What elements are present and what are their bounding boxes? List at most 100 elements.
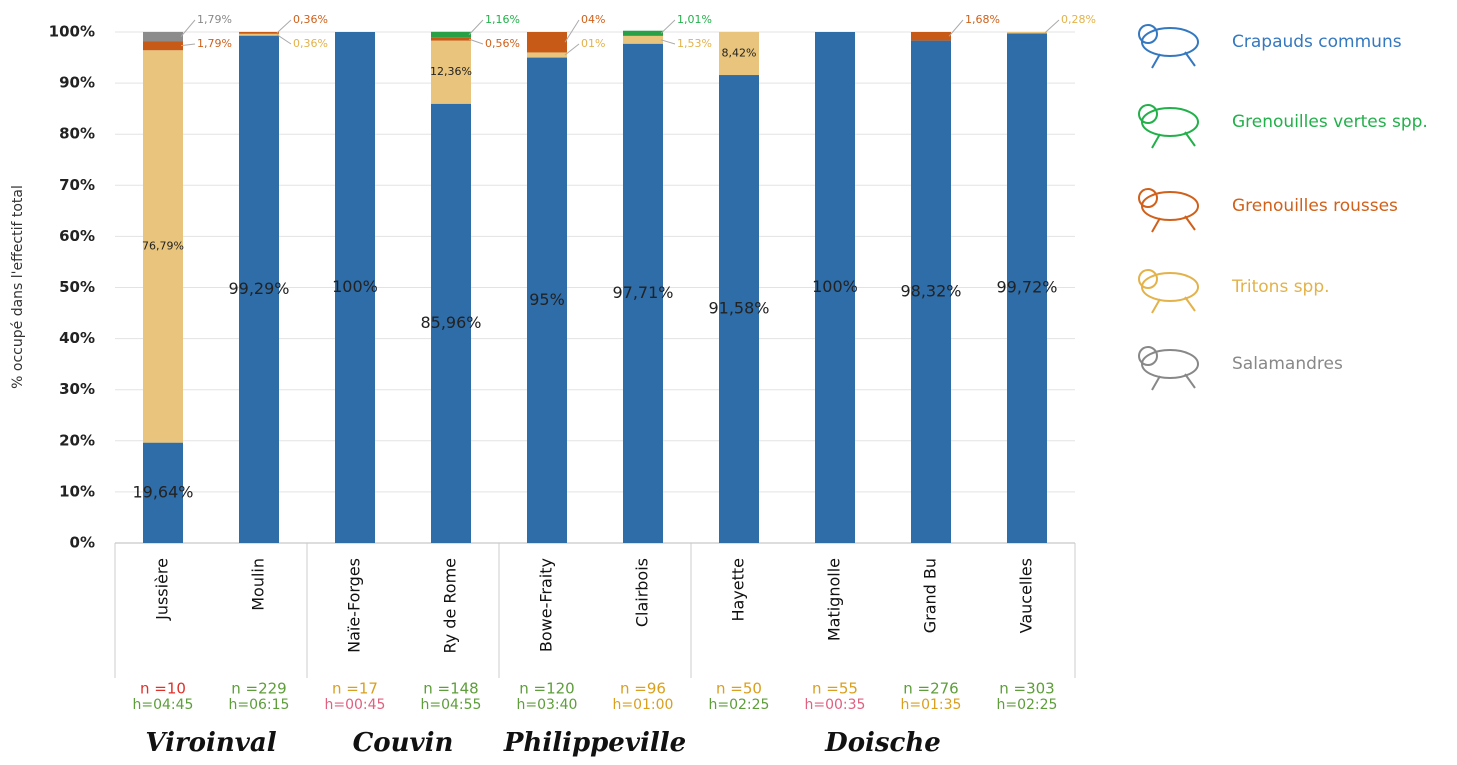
value-label: 1,53% [677,37,712,50]
value-label: 19,64% [132,482,193,501]
bar-segment [1007,32,1047,34]
sample-size: n =120 [519,680,574,698]
value-label: 0,56% [485,37,520,50]
icon-leg [1151,296,1196,314]
hours: h=04:55 [421,697,482,713]
hours: h=00:45 [325,697,386,713]
leader-line [468,19,484,36]
bar-segment [527,52,567,58]
legend-label: Grenouilles vertes spp. [1232,112,1428,132]
sample-size: n =50 [716,680,762,698]
leader-line [180,43,196,47]
value-label: 99,29% [228,279,289,298]
y-tick-label: 100% [49,23,95,41]
y-tick-label: 60% [59,227,95,245]
leader-line [564,19,580,43]
icon-leg [1151,373,1196,391]
icon-head [1138,269,1158,289]
legend-icon [1138,188,1199,233]
y-tick-label: 0% [70,534,95,552]
leader-line [276,34,292,45]
x-tick-label: Grand Bu [921,558,940,633]
bar-segment [527,57,567,544]
value-label: 1,01% [677,13,712,26]
legend-label: Tritons spp. [1231,277,1330,297]
x-tick-label: Bowe-Fraity [537,558,556,652]
bar-segment [431,103,471,544]
legend-label: Salamandres [1232,354,1343,374]
sample-size: n =55 [812,680,858,698]
bar-segment [623,43,663,543]
bar-segment [239,33,279,36]
value-label: 1,68% [965,13,1000,26]
icon-head [1138,104,1158,124]
y-tick-label: 80% [59,125,95,143]
legend-icon [1138,346,1199,391]
bar-segment [239,31,279,34]
leader-line [660,19,676,34]
leader-line [276,19,292,34]
x-tick-label: Naïe-Forges [345,558,364,653]
bar-segment [335,32,375,543]
hours: h=01:00 [613,697,674,713]
bar-segment [815,32,855,543]
value-label: 95% [529,290,565,309]
value-label: 8,42% [722,47,757,60]
icon-leg [1151,131,1196,149]
x-tick-label: Ry de Rome [441,558,460,654]
sample-size: n =17 [332,680,378,698]
leader-line [948,19,964,37]
hours: h=02:25 [997,697,1058,713]
bar-segment [143,50,183,443]
sample-size: n =10 [140,680,186,698]
leader-line [468,38,484,45]
bar-segment [719,75,759,544]
sample-size: n =229 [231,680,286,698]
leader-line [1044,19,1060,34]
bar-segment [431,40,471,104]
icon-head [1138,188,1158,208]
bar-segment [1007,33,1047,544]
x-tick-label: Jussière [153,558,172,621]
sample-size: n =303 [999,680,1054,698]
icon-leg [1151,215,1196,233]
x-tick-label: Clairbois [633,558,652,627]
legend-icon [1138,24,1199,69]
hours: h=02:25 [709,697,770,713]
leader-line [180,19,196,37]
y-tick-label: 20% [59,431,95,449]
hours: h=00:35 [805,697,866,713]
value-label: 100% [332,277,378,296]
hours: h=06:15 [229,697,290,713]
value-label: 99,72% [996,278,1057,297]
value-label: 1,79% [197,13,232,26]
bar-segment [143,442,183,543]
leader-line [564,43,580,56]
legend-label: Crapauds communs [1232,32,1402,52]
x-tick-label: Hayette [729,558,748,622]
x-tick-label: Moulin [249,558,268,611]
value-label: 0,28% [1061,13,1096,26]
sample-size: n =148 [423,680,478,698]
value-label: 100% [812,277,858,296]
legend-label: Grenouilles rousses [1232,196,1398,216]
bar-segment [431,31,471,38]
value-label: 04% [581,13,605,26]
value-label: 01% [581,37,605,50]
legend-icon [1138,269,1199,314]
group-label: Couvin [353,728,454,758]
hours: h=01:35 [901,697,962,713]
group-label: Doische [824,728,941,758]
bar-segment [431,37,471,41]
group-label: Viroinval [145,728,276,758]
bar-segment [719,32,759,76]
y-tick-label: 90% [59,74,95,92]
bar-segment [239,35,279,543]
bar-segment [143,31,183,42]
icon-head [1138,24,1158,44]
value-label: 76,79% [142,239,184,252]
group-label: Philippeville [503,728,686,758]
sample-size: n =276 [903,680,958,698]
value-label: 91,58% [708,299,769,318]
